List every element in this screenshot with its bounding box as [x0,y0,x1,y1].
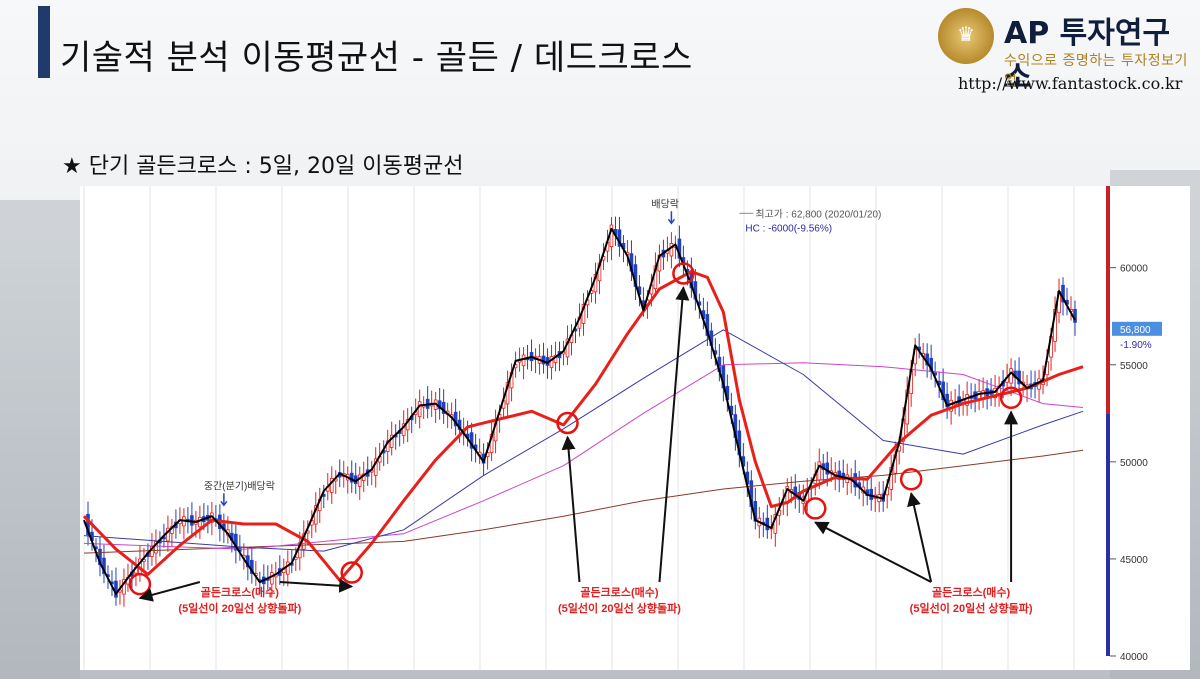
candle-body [1017,370,1021,385]
hc-note: HC : -6000(-9.56%) [745,223,832,234]
current-price-label: 56,800 [1120,325,1151,336]
crown-icon: ♛ [938,8,994,64]
callout-arrow [907,491,933,583]
moving-average-chart: 40000 45000 50000 55000 60000 56,800 -1.90% 최고가… [80,186,1190,670]
candle-body [825,462,830,475]
candle-body [817,461,822,481]
callout-line-2: (5일선이 20일선 상향돌파) [178,601,301,615]
y-tick-label: 50000 [1120,458,1148,469]
y-tick-label: 40000 [1120,652,1148,663]
candle-body [469,432,474,449]
candle-body [1073,308,1077,323]
dividend-annotation: 중간(분기)배당락 [204,480,275,492]
candle-body [190,515,194,526]
ma240-line [83,449,1084,554]
candle-body [285,561,290,575]
brand-url[interactable]: http://www.fantastock.co.kr [958,74,1183,93]
callout-arrow [561,435,581,583]
brand-tagline: 수익으로 증명하는 투자정보기업 [1004,53,1188,89]
candle-body [417,401,422,418]
candle-body [521,354,526,367]
candle-body [669,243,674,257]
down-arrow-icon [220,493,228,507]
callout-line-1: 골든크로스(매수) [201,585,280,599]
golden-cross-marker [999,386,1023,410]
axis-bar-upper [1106,186,1110,414]
callout-line-2: (5일선이 20일선 상향돌파) [910,601,1033,615]
candle-body [765,517,770,531]
y-tick-label: 55000 [1120,361,1148,372]
axis-bar-lower [1106,413,1110,656]
callout-arrow [658,286,690,583]
candle-body [869,488,874,500]
section-subtitle: ★ 단기 골든크로스 : 5일, 20일 이동평균선 [62,154,464,179]
current-price-box [1112,321,1162,336]
candle-body [549,356,554,369]
callout-line-2: (5일선이 20일선 상향돌파) [558,601,681,615]
ma60-line [83,329,1084,552]
candle-body [1009,368,1013,384]
dividend-annotation: 배당락 [651,198,679,210]
brand-logo: ♛ AP 투자연구소 수익으로 증명하는 투자정보기업 http://www.f… [938,8,1188,96]
candle-body [1061,284,1065,303]
background-building [0,200,80,679]
candle-body [329,477,334,493]
moving-average-lines [82,227,1084,595]
candle-body [357,474,362,487]
down-arrow-icon [667,211,676,225]
page-title: 기술적 분석 이동평균선 - 골든 / 데드크로스 [60,38,693,78]
candle-body [853,473,858,488]
callout-line-1: 골든크로스(매수) [932,585,1011,599]
title-accent-bar [38,6,50,78]
price-axis: 40000 45000 50000 55000 60000 56,800 -1.90% 최고가… [204,186,1162,663]
candle-body [441,401,446,414]
y-tick-label: 45000 [1120,555,1148,566]
candle-body [373,458,378,476]
callout-arrow [279,578,354,593]
candle-body [965,394,969,406]
current-price-change: -1.90% [1120,340,1152,351]
callout-line-1: 골든크로스(매수) [580,585,659,599]
y-tick-label: 60000 [1120,264,1148,275]
candle-body [166,527,170,542]
golden-cross-marker [899,468,923,491]
callout-arrow [138,581,201,602]
golden-cross-marker [672,262,695,285]
candle-body [453,411,458,427]
brand-name: AP 투자연구소 [1004,16,1171,95]
callouts: 골든크로스(매수) (5일선이 20일선 상향돌파) 골든크로스(매수) (5일선이 … [138,286,1033,615]
candle-body [270,572,274,585]
candle-body [234,533,238,551]
high-price-note: 최고가 : 62,800 (2020/01/20) [755,208,881,220]
ma5-line [83,227,1076,595]
candle-body [949,399,953,412]
callout-arrow [814,521,932,583]
golden-cross-marker [556,411,579,435]
golden-cross-marker [804,497,827,520]
candle-body [389,434,394,448]
candle-body [198,516,202,528]
